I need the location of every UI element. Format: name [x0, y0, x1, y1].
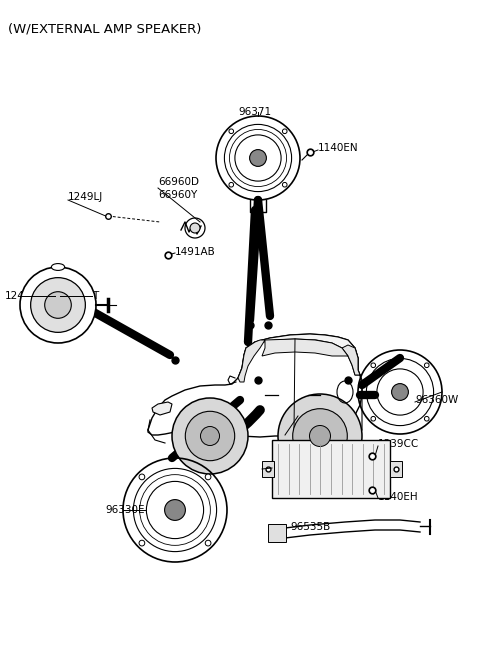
Text: 1339CC: 1339CC	[378, 439, 419, 449]
Circle shape	[139, 541, 145, 546]
Polygon shape	[238, 340, 265, 382]
Circle shape	[20, 267, 96, 343]
Circle shape	[278, 394, 362, 478]
Circle shape	[165, 500, 185, 520]
Text: 96360W: 96360W	[415, 395, 458, 405]
Circle shape	[139, 474, 145, 480]
Circle shape	[201, 426, 219, 445]
Polygon shape	[148, 334, 362, 437]
Circle shape	[250, 150, 266, 167]
Circle shape	[205, 474, 211, 480]
Text: 96320T: 96320T	[60, 291, 99, 301]
Polygon shape	[152, 402, 172, 415]
Circle shape	[205, 541, 211, 546]
Circle shape	[282, 182, 287, 187]
Circle shape	[282, 129, 287, 134]
Circle shape	[229, 129, 234, 134]
Polygon shape	[262, 339, 348, 356]
Text: 96330E: 96330E	[105, 505, 144, 515]
FancyBboxPatch shape	[262, 461, 274, 477]
Circle shape	[371, 363, 375, 367]
Text: 96130: 96130	[298, 410, 331, 420]
Polygon shape	[238, 334, 360, 378]
Circle shape	[185, 411, 235, 461]
Circle shape	[293, 409, 348, 463]
Text: 1249GE: 1249GE	[5, 291, 46, 301]
Text: 1491AB: 1491AB	[175, 247, 216, 257]
Ellipse shape	[51, 264, 65, 270]
Text: 96535B: 96535B	[290, 522, 330, 532]
Text: 1249LJ: 1249LJ	[68, 192, 103, 202]
Text: 66960D: 66960D	[158, 177, 199, 187]
Circle shape	[371, 417, 375, 421]
Circle shape	[229, 182, 234, 187]
FancyBboxPatch shape	[268, 524, 286, 542]
Text: 96371: 96371	[239, 107, 272, 117]
Text: 66960Y: 66960Y	[158, 190, 197, 200]
Text: 1140EN: 1140EN	[318, 143, 359, 153]
Polygon shape	[342, 345, 360, 375]
Circle shape	[172, 398, 248, 474]
Circle shape	[310, 426, 331, 447]
Circle shape	[424, 417, 429, 421]
Circle shape	[31, 277, 85, 333]
FancyBboxPatch shape	[390, 461, 402, 477]
Text: (W/EXTERNAL AMP SPEAKER): (W/EXTERNAL AMP SPEAKER)	[8, 22, 202, 35]
Text: 1140EH: 1140EH	[378, 492, 419, 502]
Circle shape	[424, 363, 429, 367]
FancyBboxPatch shape	[272, 440, 390, 498]
Text: 96535B: 96535B	[262, 463, 302, 473]
Circle shape	[45, 292, 72, 318]
Circle shape	[392, 384, 408, 400]
Circle shape	[190, 223, 200, 233]
